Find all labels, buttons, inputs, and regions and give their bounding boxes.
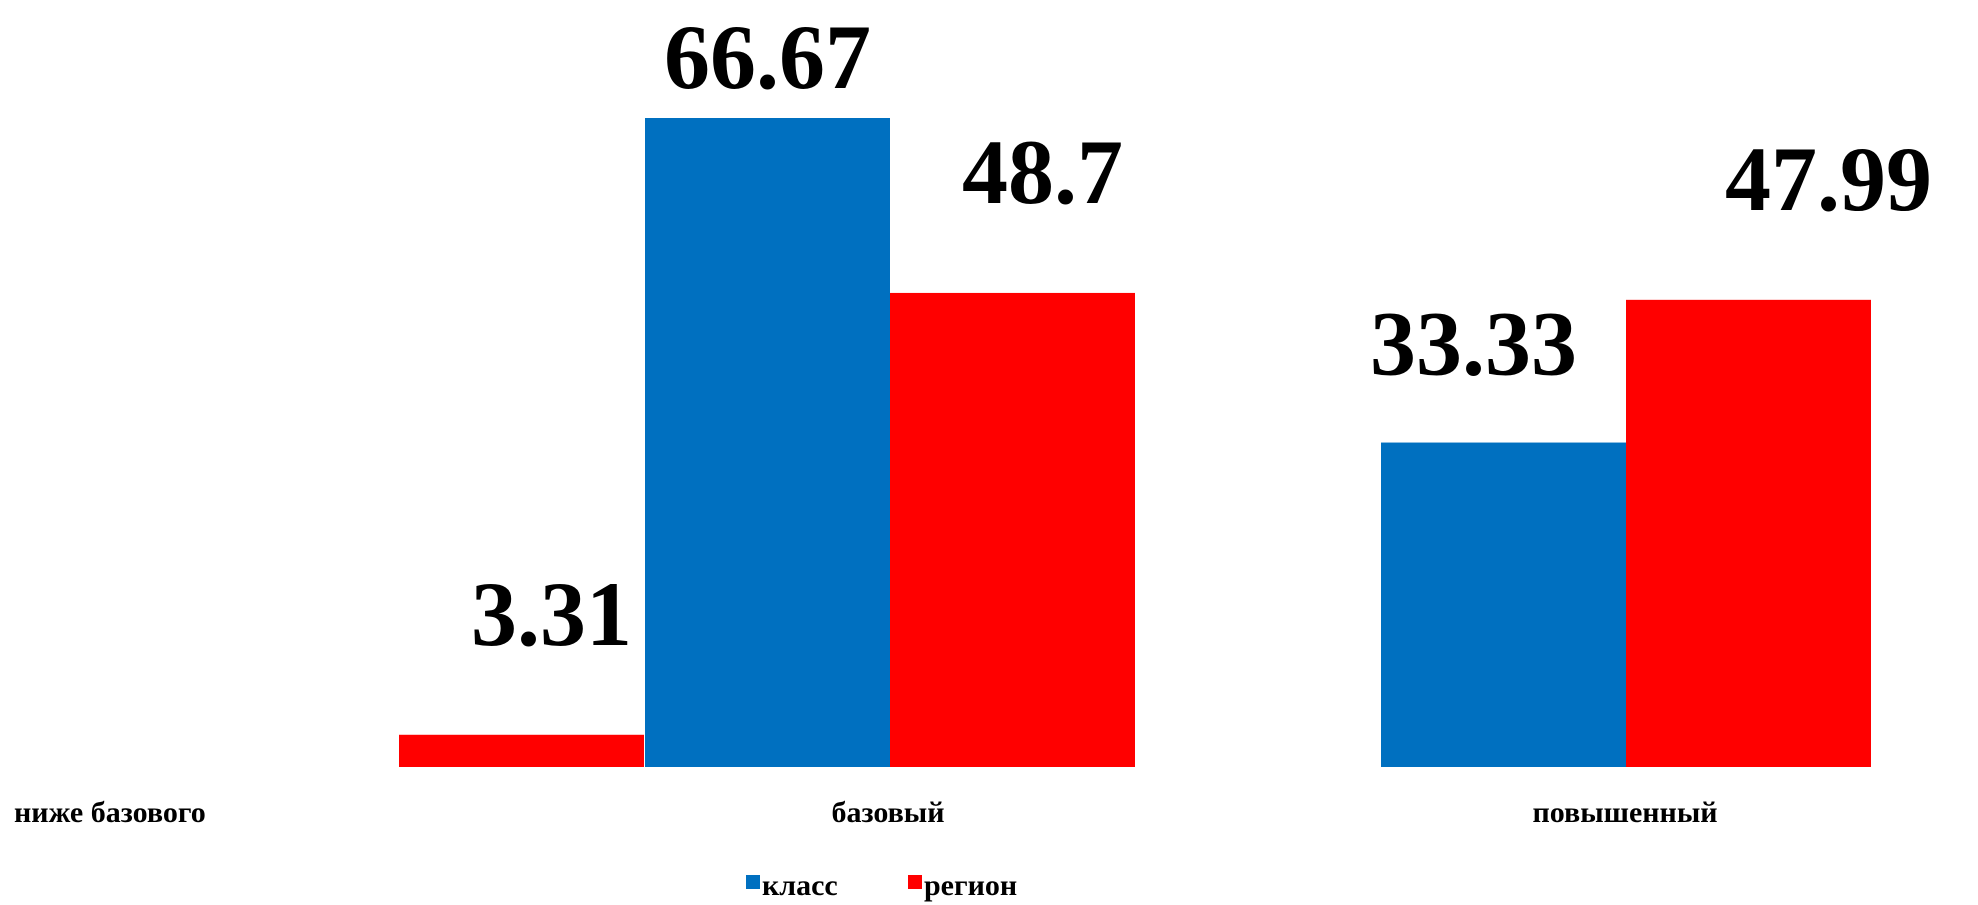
category-label-0: ниже базового: [14, 796, 206, 829]
chart-category-labels: ниже базового базовый повышенный: [14, 796, 1718, 829]
data-label-0-2: 33.33: [1370, 293, 1577, 395]
legend-swatch-klass: [746, 875, 760, 889]
bar-1-2: [1626, 299, 1871, 767]
legend-label-region: регион: [924, 869, 1017, 902]
chart-bars: [399, 118, 1871, 767]
legend-swatch-region: [908, 875, 922, 889]
data-label-1-1: 48.7: [962, 121, 1123, 223]
category-label-2: повышенный: [1532, 796, 1717, 829]
data-label-1-2: 47.99: [1725, 128, 1932, 230]
category-label-1: базовый: [831, 796, 944, 829]
data-label-0-1: 66.67: [664, 6, 871, 108]
bar-1-1: [890, 292, 1135, 767]
legend-label-klass: класс: [762, 869, 838, 902]
bar-0-1: [645, 118, 890, 767]
bar-0-2: [1381, 442, 1626, 767]
chart-value-labels: 66.67 33.33 3.31 48.7 47.99: [471, 6, 1932, 665]
bar-1-0: [399, 734, 644, 767]
chart-legend: класс регион: [746, 869, 1017, 902]
data-label-1-0: 3.31: [471, 563, 632, 665]
